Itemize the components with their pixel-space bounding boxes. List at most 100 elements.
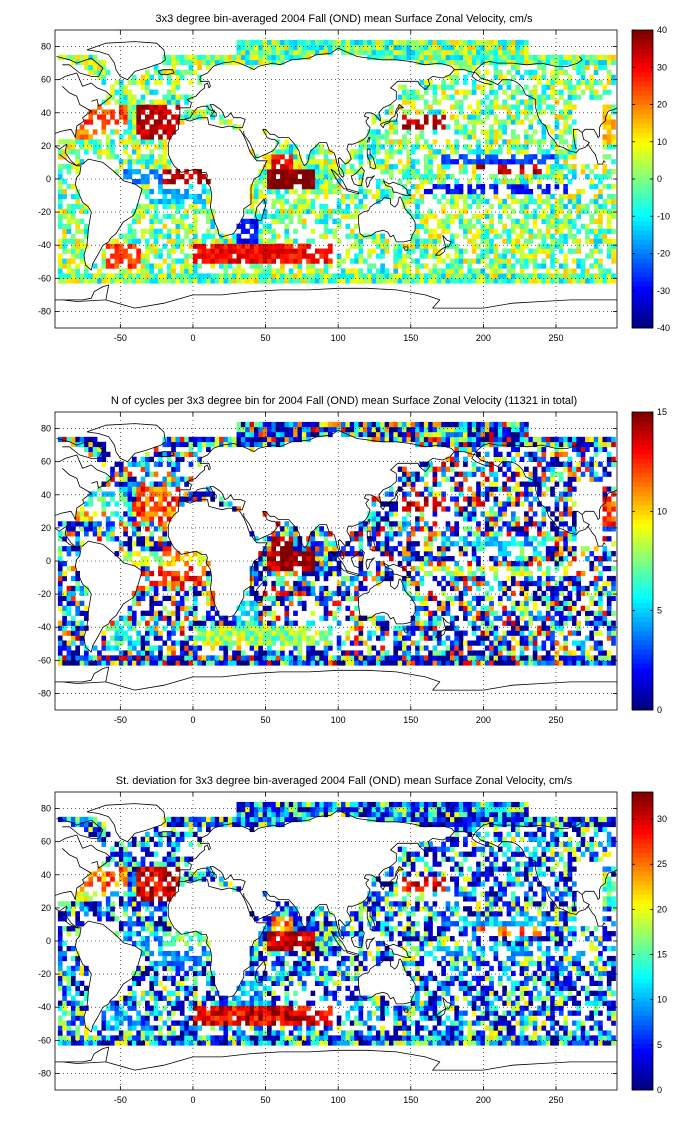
heatmap-cell — [323, 615, 329, 621]
heatmap-cell — [515, 69, 521, 75]
heatmap-cell — [140, 268, 146, 274]
heatmap-cell — [445, 570, 451, 577]
colorbar-swatch — [632, 188, 653, 194]
heatmap-cell — [510, 183, 516, 190]
heatmap-cell — [301, 273, 307, 279]
heatmap-cell — [301, 575, 307, 582]
heatmap-cell — [131, 144, 137, 150]
heatmap-cell — [145, 248, 150, 254]
heatmap-cell — [275, 615, 281, 621]
heatmap-cell — [463, 124, 468, 130]
heatmap-cell — [127, 114, 133, 120]
heatmap-cell — [593, 203, 599, 210]
heatmap-cell — [336, 640, 342, 646]
heatmap-cell — [293, 610, 298, 616]
heatmap-cell — [611, 104, 616, 110]
heatmap-cell — [367, 39, 372, 46]
heatmap-cell — [262, 154, 268, 160]
heatmap-cell — [484, 263, 490, 269]
colorbar-swatch — [632, 276, 653, 282]
heatmap-cell — [458, 570, 464, 577]
heatmap-cell — [175, 570, 181, 577]
heatmap-cell — [471, 223, 477, 229]
heatmap-cell — [179, 580, 185, 587]
heatmap-cell — [70, 208, 76, 215]
heatmap-cell — [66, 268, 72, 274]
heatmap-cell — [445, 645, 451, 651]
heatmap-cell — [576, 243, 581, 249]
heatmap-cell — [371, 39, 377, 46]
heatmap-cell — [362, 585, 368, 592]
heatmap-cell — [419, 213, 425, 220]
heatmap-cell — [406, 159, 412, 165]
heatmap-cell — [415, 243, 420, 249]
heatmap-cell — [423, 655, 429, 661]
heatmap-cell — [554, 79, 560, 85]
heatmap-cell — [271, 169, 277, 175]
heatmap-cell — [419, 575, 425, 582]
colorbar-swatch — [632, 318, 653, 324]
heatmap-cell — [79, 590, 85, 597]
heatmap-cell — [458, 605, 464, 611]
heatmap-cell — [524, 213, 529, 220]
heatmap-cell — [192, 640, 198, 646]
heatmap-cell — [524, 620, 529, 626]
heatmap-cell — [484, 238, 490, 244]
heatmap-cell — [484, 49, 490, 56]
heatmap-cell — [502, 44, 507, 51]
heatmap-cell — [519, 273, 525, 279]
heatmap-cell — [70, 243, 76, 249]
heatmap-cell — [232, 278, 237, 284]
heatmap-cell — [567, 213, 573, 220]
heatmap-cell — [506, 169, 512, 175]
heatmap-cell — [510, 228, 516, 234]
heatmap-cell — [389, 174, 394, 180]
colorbar-swatch — [632, 39, 653, 45]
heatmap-cell — [571, 164, 577, 170]
heatmap-cell — [236, 660, 242, 666]
heatmap-cell — [571, 585, 577, 592]
heatmap-cell — [171, 99, 176, 105]
heatmap-cell — [458, 188, 464, 195]
heatmap-cell — [585, 233, 590, 239]
heatmap-cell — [402, 54, 407, 61]
heatmap-cell — [454, 253, 460, 259]
heatmap-cell — [419, 223, 425, 229]
heatmap-cell — [110, 89, 115, 95]
heatmap-cell — [432, 109, 438, 115]
heatmap-cell — [118, 248, 124, 254]
heatmap-cell — [192, 258, 198, 264]
heatmap-cell — [310, 228, 316, 234]
heatmap-cell — [480, 119, 486, 125]
heatmap-cell — [532, 580, 538, 587]
heatmap-cell — [153, 273, 159, 279]
heatmap-cell — [393, 44, 399, 51]
heatmap-cell — [585, 253, 590, 259]
heatmap-cell — [66, 223, 72, 229]
heatmap-cell — [371, 630, 377, 636]
heatmap-cell — [131, 104, 137, 110]
heatmap-cell — [489, 278, 494, 284]
heatmap-cell — [402, 640, 407, 646]
heatmap-cell — [249, 615, 255, 621]
heatmap-cell — [314, 595, 320, 602]
heatmap-cell — [593, 645, 599, 651]
heatmap-cell — [576, 84, 581, 90]
heatmap-cell — [367, 615, 372, 621]
heatmap-cell — [567, 268, 573, 274]
heatmap-cell — [62, 139, 67, 145]
heatmap-cell — [219, 258, 224, 264]
heatmap-cell — [145, 645, 150, 651]
heatmap-cell — [153, 238, 159, 244]
heatmap-cell — [341, 258, 346, 264]
heatmap-cell — [57, 213, 63, 220]
colorbar-swatch — [632, 290, 653, 296]
heatmap-cell — [301, 188, 307, 195]
heatmap-cell — [497, 635, 503, 641]
heatmap-cell — [145, 203, 150, 210]
heatmap-cell — [528, 159, 534, 165]
heatmap-cell — [84, 144, 89, 150]
heatmap-cell — [484, 605, 490, 611]
heatmap-cell — [375, 561, 381, 567]
heatmap-cell — [506, 49, 512, 56]
